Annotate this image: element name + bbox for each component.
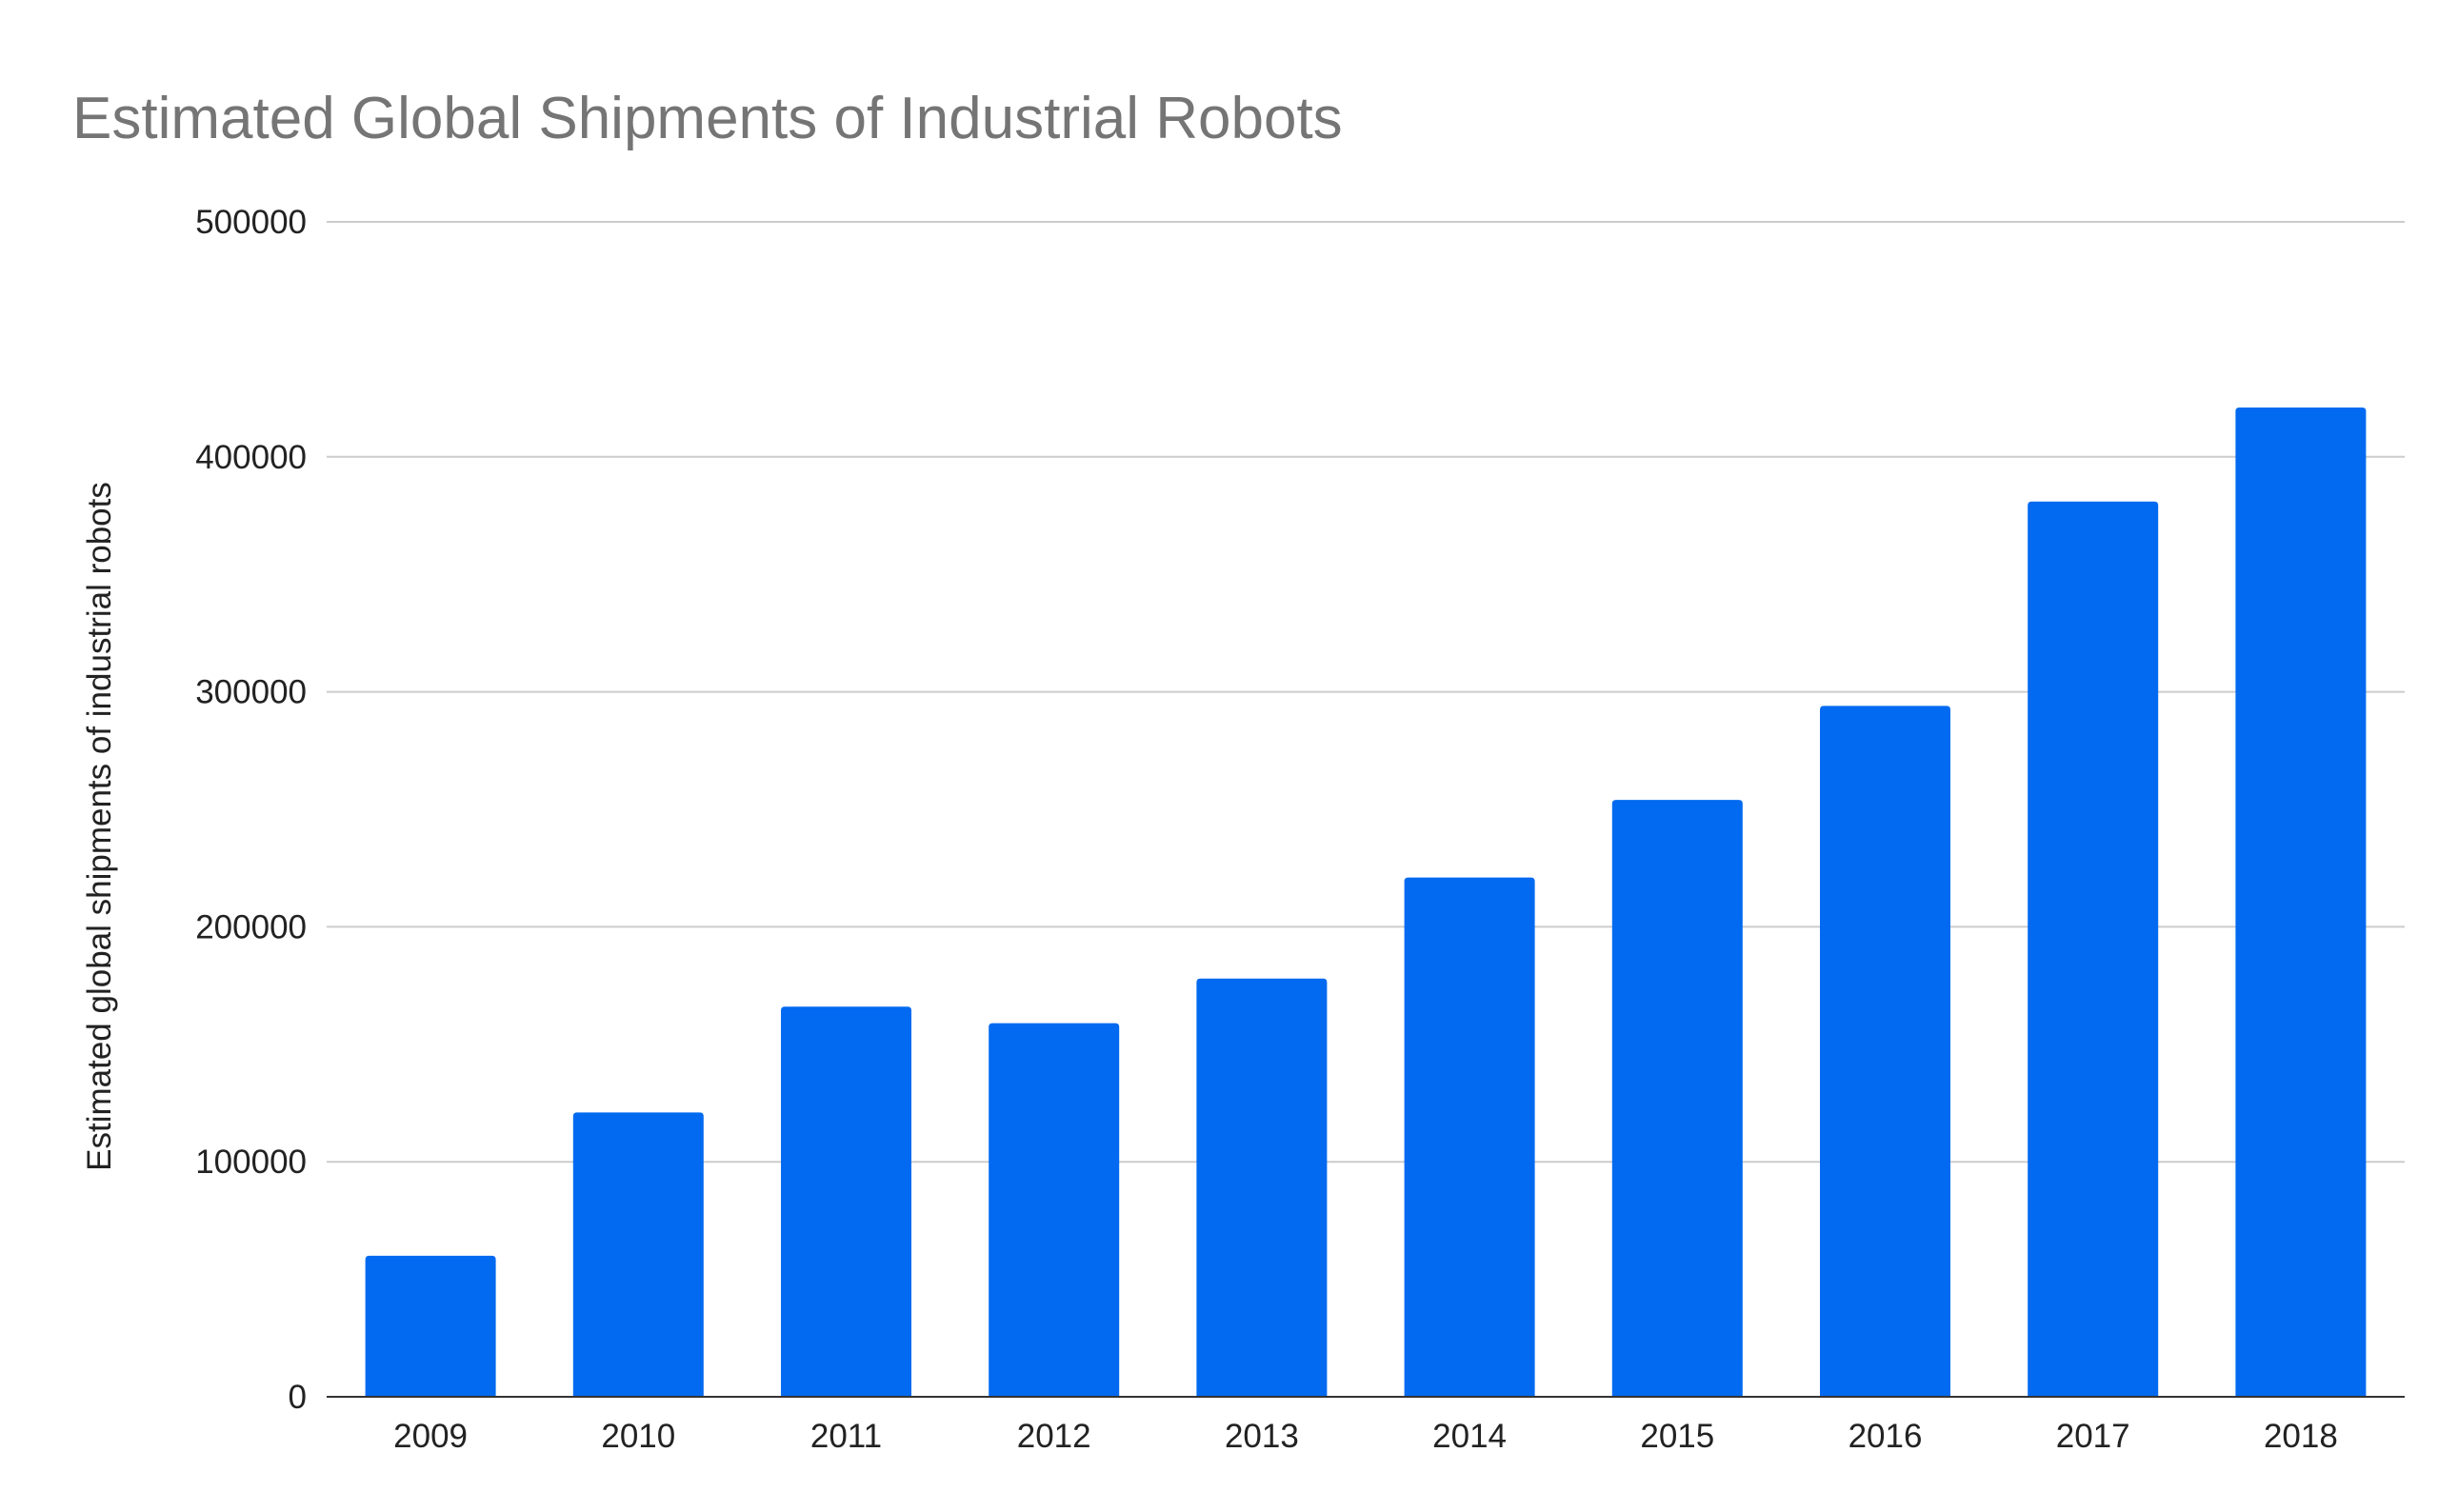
- x-tick-label: 2014: [1432, 1418, 1507, 1455]
- bar-2013: [1196, 978, 1328, 1397]
- x-tick-label: 2013: [1225, 1418, 1299, 1455]
- bar-2010: [572, 1112, 704, 1397]
- chart-title: Estimated Global Shipments of Industrial…: [72, 86, 1343, 151]
- x-axis-ticks: 2009 2010 2011 2012 2013 2014 2015 2016 2017 2018: [393, 1418, 2338, 1455]
- x-tick-label: 2016: [1848, 1418, 1923, 1455]
- x-tick-label: 2011: [810, 1418, 882, 1455]
- x-tick-label: 2010: [601, 1418, 675, 1455]
- y-tick-label: 400000: [195, 439, 307, 476]
- bar-2016: [1820, 706, 1950, 1397]
- bar-2017: [2028, 501, 2159, 1397]
- bar-2015: [1611, 800, 1743, 1397]
- bar-2018: [2235, 407, 2367, 1398]
- bar-2014: [1404, 877, 1535, 1397]
- y-tick-label: 300000: [195, 674, 307, 711]
- y-tick-label: 200000: [195, 908, 307, 945]
- x-tick-label: 2012: [1017, 1418, 1091, 1455]
- y-axis-ticks: 0 100000 200000 300000 400000 500000: [195, 204, 307, 1416]
- bar-2011: [781, 1006, 911, 1397]
- y-tick-label: 100000: [195, 1144, 307, 1181]
- y-tick-label: 0: [289, 1379, 307, 1416]
- x-tick-label: 2009: [393, 1418, 468, 1455]
- y-tick-label: 500000: [195, 204, 307, 241]
- x-tick-label: 2015: [1640, 1418, 1714, 1455]
- bar-2009: [365, 1255, 496, 1397]
- bars: [365, 407, 2367, 1398]
- y-axis-title: Estimated global shipments of industrial…: [81, 482, 118, 1171]
- x-tick-label: 2017: [2056, 1418, 2130, 1455]
- x-tick-label: 2018: [2264, 1418, 2338, 1455]
- bar-2012: [989, 1023, 1120, 1397]
